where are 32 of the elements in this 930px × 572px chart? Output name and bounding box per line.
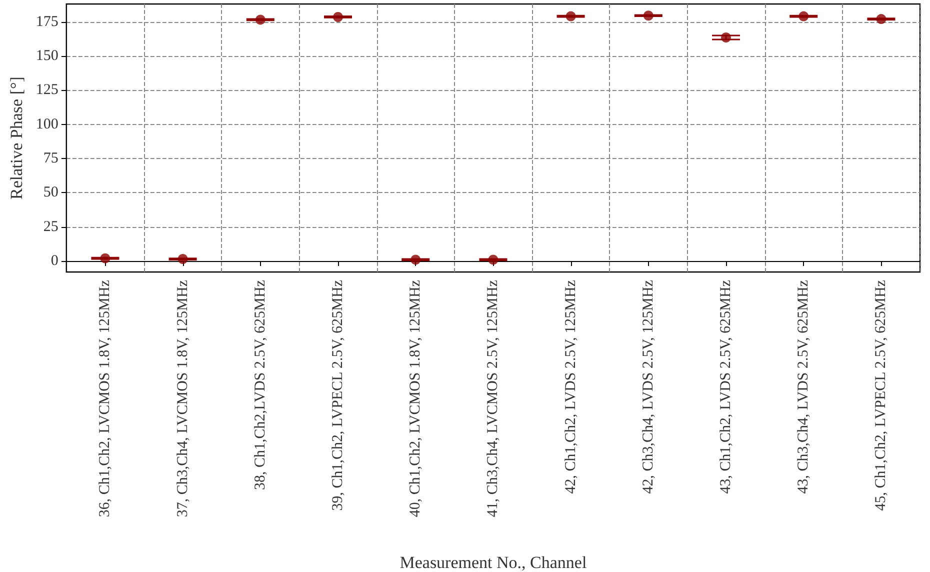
y-tick-label: 75 (43, 150, 58, 167)
point (488, 254, 498, 265)
point (333, 12, 343, 22)
x-tick-label: 38, Ch1,Ch2,LVDS 2.5V, 625MHz (252, 280, 268, 490)
x-tick-label: 36, Ch1,Ch2, LVCMOS 1.8V, 125MHz (97, 280, 114, 518)
point (255, 14, 266, 25)
y-axis-title: Relative Phase [°] (7, 76, 26, 200)
x-tick-label: 39, Ch1,Ch2, LVPECL 2.5V, 625MHz (330, 280, 346, 511)
x-tick-label: 40, Ch1,Ch2, LVCMOS 1.8V, 125MHz (408, 280, 424, 518)
point (798, 11, 809, 22)
x-tick-label: 41, Ch3,Ch4, LVCMOS 2.5V, 125MHz (485, 280, 502, 518)
point (100, 253, 110, 264)
y-tick-label: 175 (36, 14, 58, 30)
x-tick-label: 42, Ch1,Ch2, LVDS 2.5V, 125MHz (562, 280, 579, 494)
x-axis-title: Measurement No., Channel (400, 553, 587, 572)
point (410, 254, 421, 265)
y-tick-label: 25 (43, 218, 58, 235)
x-tick-label: 45, Ch1,Ch2, LVPECL 2.5V, 625MHz (873, 280, 890, 511)
point (178, 254, 188, 264)
y-tick-label: 0 (50, 253, 58, 270)
point (721, 32, 731, 42)
y-tick-label: 125 (36, 82, 58, 98)
point (566, 11, 576, 22)
y-tick-label: 150 (36, 48, 58, 64)
y-tick-label: 100 (36, 116, 58, 132)
x-tick-label: 43, Ch3,Ch4, LVDS 2.5V, 625MHz (796, 280, 812, 494)
point (643, 10, 654, 21)
x-tick-label: 43, Ch1,Ch2, LVDS 2.5V, 625MHz (718, 280, 734, 494)
y-tick-label: 50 (43, 184, 58, 201)
x-tick-label: 37, Ch3,Ch4, LVCMOS 1.8V, 125MHz (174, 280, 191, 518)
x-tick-label: 42, Ch3,Ch4, LVDS 2.5V, 125MHz (640, 280, 656, 494)
point (876, 14, 886, 24)
